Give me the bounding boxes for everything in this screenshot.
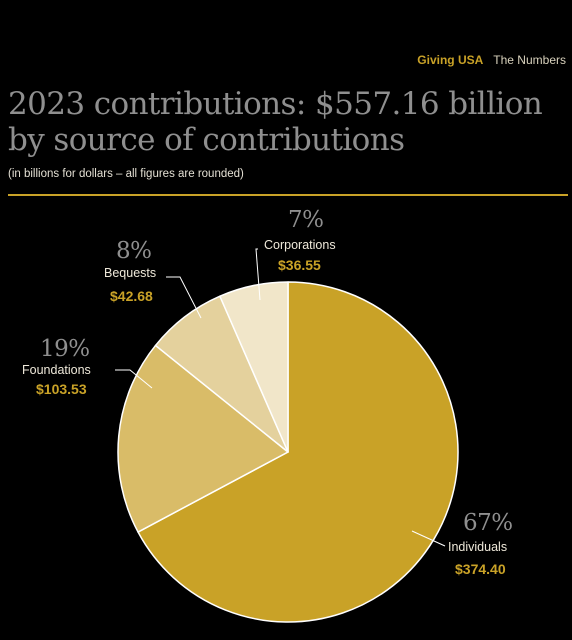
title-rule xyxy=(8,194,568,196)
slice-percent-foundations: 19% xyxy=(40,336,90,362)
chart-note: (in billions for dollars – all figures a… xyxy=(8,168,244,180)
slice-percent-individuals: 67% xyxy=(463,510,513,536)
pie-slice-individuals xyxy=(137,281,459,623)
slice-label-foundations: Foundations xyxy=(22,363,91,377)
leader-line-foundations xyxy=(115,369,153,389)
slice-label-individuals: Individuals xyxy=(448,540,507,554)
brand-org: Giving USA xyxy=(417,53,484,67)
brand-header: Giving USA The Numbers xyxy=(417,53,566,67)
leader-line-corporations xyxy=(255,248,261,301)
slice-label-bequests: Bequests xyxy=(104,266,156,280)
slice-value-corporations: $36.55 xyxy=(278,257,321,273)
pie-labels: 67% Individuals $374.40 19%Foundations $103.… xyxy=(22,207,513,577)
chart-title-line2: by source of contributions xyxy=(8,122,405,158)
pie-slices xyxy=(117,281,459,623)
slice-label-corporations: Corporations xyxy=(264,238,336,252)
slice-value-foundations: $103.53 xyxy=(36,381,87,397)
chart-title: 2023 contributions: $557.16 billion by s… xyxy=(8,86,568,158)
slice-value-individuals: $374.40 xyxy=(455,561,506,577)
chart-title-line1: 2023 contributions: $557.16 billion xyxy=(8,86,543,122)
brand-section: The Numbers xyxy=(493,53,566,67)
leader-line-individuals xyxy=(411,530,446,547)
slice-value-bequests: $42.68 xyxy=(110,288,153,304)
pie-slice-foundations xyxy=(117,344,289,533)
slice-percent-corporations: 7% xyxy=(288,207,324,233)
slice-percent-bequests: 8% xyxy=(116,238,152,264)
leader-line-bequests xyxy=(166,276,202,319)
pie-slice-corporations xyxy=(219,281,289,453)
